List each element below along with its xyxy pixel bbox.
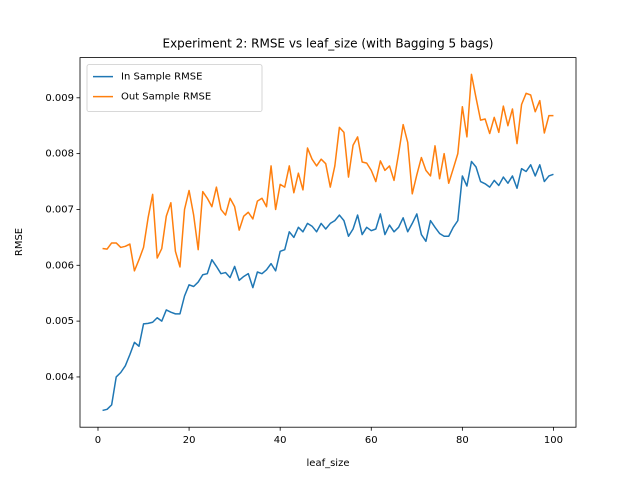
x-axis-label: leaf_size: [307, 458, 350, 469]
y-tick-label: 0.008: [45, 149, 74, 160]
series-line: [102, 73, 554, 272]
y-tick-label: 0.004: [45, 372, 74, 383]
legend-box: [86, 64, 263, 112]
y-axis-label: RMSE: [14, 228, 25, 256]
y-tick-label: 0.009: [45, 93, 74, 104]
x-tick-label: 20: [183, 435, 196, 446]
y-tick-label: 0.006: [45, 260, 74, 271]
y-tick-label: 0.007: [45, 204, 74, 215]
x-tick-label: 60: [365, 435, 378, 446]
series-line: [102, 160, 554, 412]
chart-title: Experiment 2: RMSE vs leaf_size (with Ba…: [162, 37, 493, 51]
y-tick-label: 0.005: [45, 316, 74, 327]
axes-frame: [79, 57, 577, 428]
x-tick-label: 40: [274, 435, 287, 446]
x-tick-label: 100: [544, 435, 563, 446]
x-tick-label: 80: [456, 435, 469, 446]
legend-label: In Sample RMSE: [121, 72, 202, 83]
x-tick-label: 0: [95, 435, 101, 446]
legend-label: Out Sample RMSE: [121, 92, 211, 103]
